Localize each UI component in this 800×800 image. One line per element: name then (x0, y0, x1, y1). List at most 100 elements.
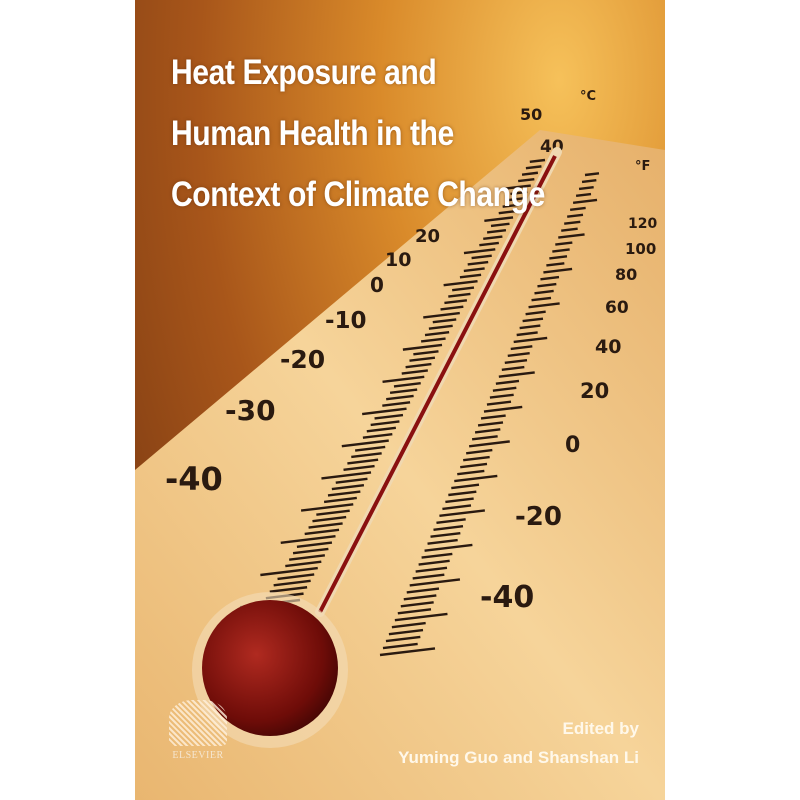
celsius-tick (292, 547, 329, 555)
celsius-tick (504, 184, 531, 190)
celsius-label: 50 (520, 105, 542, 124)
celsius-tick (347, 458, 379, 465)
title-line: Context of Climate Change (171, 175, 545, 214)
celsius-tick (420, 337, 446, 343)
fahrenheit-tick (379, 647, 436, 657)
book-title: Heat Exposure and Human Health in the Co… (171, 42, 545, 225)
fahrenheit-tick (406, 587, 440, 594)
fahrenheit-tick (439, 509, 485, 518)
fahrenheit-tick (549, 255, 568, 260)
celsius-tick (521, 171, 539, 176)
celsius-tick (323, 496, 357, 504)
fahrenheit-label: 100 (625, 240, 656, 258)
celsius-tick (304, 528, 340, 536)
celsius-tick (409, 356, 436, 362)
fahrenheit-tick (486, 400, 512, 406)
fahrenheit-tick (555, 241, 573, 246)
celsius-tick (335, 477, 368, 484)
celsius-tick (459, 273, 482, 279)
fahrenheit-tick (442, 504, 472, 511)
celsius-tick (448, 292, 471, 298)
thermometer-illustration: 504020100-10-20-30-40120100806040200-20-… (135, 89, 665, 800)
fahrenheit-tick (567, 213, 584, 218)
celsius-tick (382, 375, 425, 384)
celsius-tick (444, 299, 468, 305)
celsius-tick (463, 267, 485, 273)
celsius-tick (529, 158, 546, 164)
celsius-label: -40 (165, 460, 223, 498)
celsius-tick (443, 279, 478, 287)
celsius-tick (423, 311, 460, 319)
celsius-tick (312, 515, 347, 523)
celsius-tick (321, 471, 372, 480)
fahrenheit-tick (477, 421, 504, 427)
celsius-tick (382, 401, 411, 407)
fahrenheit-tick (540, 275, 560, 281)
fahrenheit-tick (430, 531, 461, 538)
fahrenheit-tick (495, 379, 520, 385)
celsius-tick (277, 573, 315, 581)
celsius-tick (424, 330, 450, 337)
celsius-label: 10 (385, 249, 411, 271)
fahrenheit-tick (433, 525, 464, 531)
celsius-label: -10 (325, 308, 367, 334)
fahrenheit-tick (546, 262, 565, 267)
fahrenheit-tick (463, 455, 490, 462)
celsius-tick (432, 318, 457, 324)
celsius-tick (440, 305, 464, 311)
fahrenheit-tick (528, 302, 560, 309)
celsius-tick (484, 216, 514, 223)
fahrenheit-tick (498, 371, 535, 378)
celsius-tick (351, 452, 382, 459)
celsius-tick (300, 503, 354, 512)
celsius-tick (331, 484, 365, 491)
fahrenheit-tick (537, 282, 557, 288)
fahrenheit-label: -20 (515, 502, 562, 532)
celsius-tick (308, 522, 343, 529)
fahrenheit-tick (510, 345, 533, 351)
fahrenheit-tick (513, 336, 548, 344)
fahrenheit-tick (531, 296, 552, 302)
fahrenheit-tick (385, 635, 421, 643)
celsius-tick (479, 241, 499, 247)
fahrenheit-tick (466, 448, 493, 455)
fahrenheit-label: 60 (605, 298, 629, 318)
fahrenheit-tick (424, 543, 473, 552)
fahrenheit-tick (403, 594, 437, 601)
fahrenheit-label: 40 (595, 336, 621, 358)
fahrenheit-tick (460, 462, 488, 469)
fahrenheit-tick (572, 198, 598, 205)
thermometer-bulb (202, 600, 338, 736)
fahrenheit-tick (519, 324, 541, 330)
fahrenheit-tick (581, 179, 597, 184)
celsius-tick (405, 362, 432, 369)
fahrenheit-tick (474, 428, 501, 434)
celsius-label: 0 (370, 273, 384, 297)
fahrenheit-tick (525, 310, 546, 316)
fahrenheit-tick (451, 483, 480, 490)
celsius-tick (389, 388, 418, 395)
fahrenheit-tick (382, 642, 418, 650)
celsius-tick (343, 464, 375, 472)
celsius-tick (498, 209, 517, 215)
fahrenheit-tick (436, 518, 466, 525)
fahrenheit-tick (457, 469, 485, 476)
celsius-tick (374, 413, 404, 420)
celsius-tick (366, 426, 397, 433)
fahrenheit-tick (492, 386, 517, 392)
celsius-tick (362, 433, 393, 439)
fahrenheit-tick (468, 440, 510, 448)
fahrenheit-unit: °F (635, 159, 650, 174)
fahrenheit-tick (584, 172, 600, 177)
celsius-tick (483, 235, 503, 241)
fahrenheit-label: 120 (628, 216, 657, 232)
fahrenheit-tick (409, 578, 461, 587)
fahrenheit-tick (421, 552, 453, 559)
celsius-label: -20 (280, 345, 325, 374)
celsius-tick (260, 566, 318, 577)
fahrenheit-tick (489, 393, 514, 399)
fahrenheit-tick (412, 573, 445, 580)
celsius-tick (341, 439, 389, 448)
celsius-tick (510, 190, 528, 196)
celsius-tick (285, 560, 322, 568)
